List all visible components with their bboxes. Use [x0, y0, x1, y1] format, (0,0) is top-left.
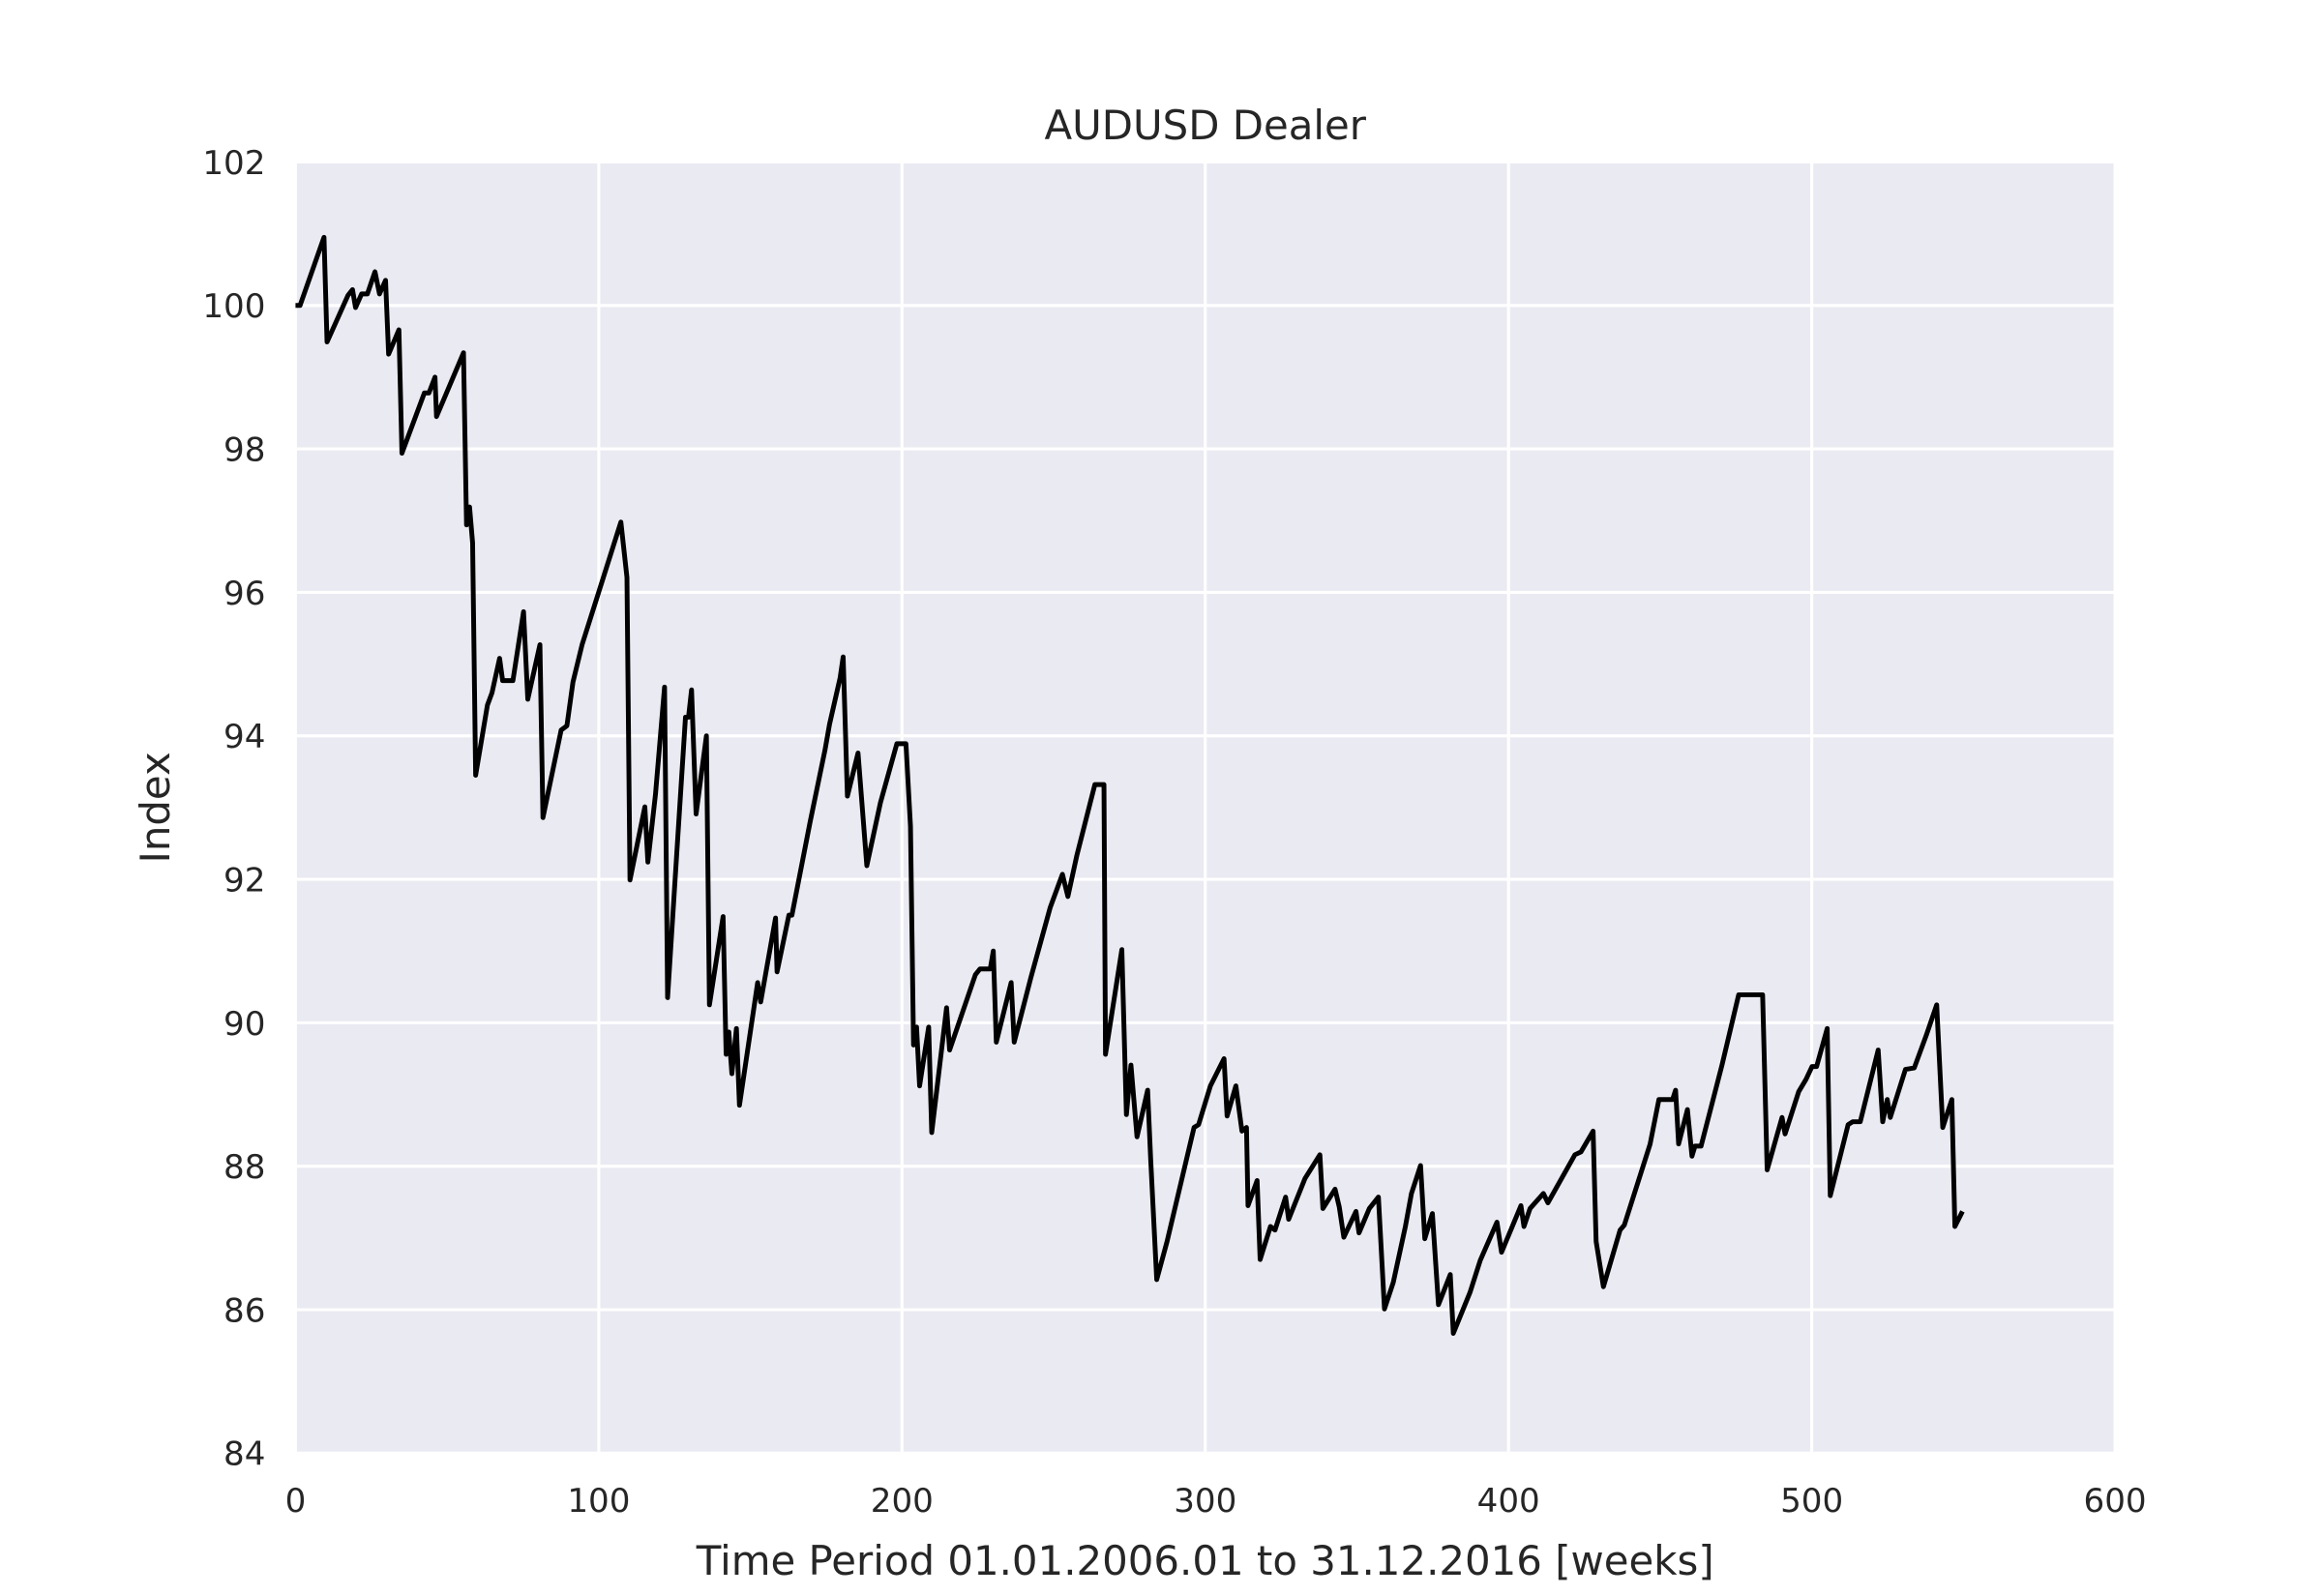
y-tick-label: 100 — [202, 287, 265, 326]
x-tick-label: 100 — [567, 1482, 630, 1521]
x-axis-label: Time Period 01.01.2006.01 to 31.12.2016 … — [696, 1537, 1714, 1584]
x-tick-label: 600 — [2084, 1482, 2147, 1521]
x-tick-label: 200 — [871, 1482, 934, 1521]
chart-title: AUDUSD Dealer — [1044, 102, 1366, 149]
y-tick-label: 88 — [223, 1148, 265, 1187]
data-line — [295, 234, 1965, 1336]
y-tick-label: 94 — [223, 718, 265, 756]
y-tick-label: 92 — [223, 861, 265, 900]
y-tick-label: 98 — [223, 430, 265, 469]
grid — [293, 160, 2117, 1455]
y-tick-label: 84 — [223, 1435, 265, 1474]
x-tick-label: 300 — [1174, 1482, 1236, 1521]
y-tick-label: 90 — [223, 1005, 265, 1044]
y-tick-label: 86 — [223, 1291, 265, 1330]
x-tick-label: 400 — [1477, 1482, 1540, 1521]
x-tick-label: 0 — [285, 1482, 307, 1521]
marks — [295, 234, 1965, 1336]
x-tick-label: 500 — [1780, 1482, 1843, 1521]
y-tick-label: 102 — [202, 144, 265, 183]
labels: 0 100 200 300 400 500 600 84 86 88 90 92 94 96 98 100 10… — [202, 144, 2146, 1521]
y-tick-label: 96 — [223, 575, 265, 613]
y-axis-label: Index — [132, 752, 179, 863]
